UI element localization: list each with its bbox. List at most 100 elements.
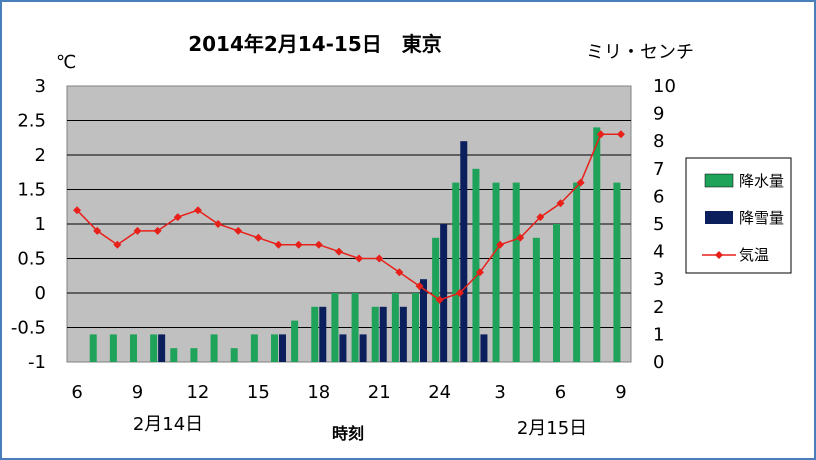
x-tick-label: 21 [368,382,391,403]
y-right-tick-label: 3 [653,269,664,290]
precipitation-bar [512,182,520,362]
y-right-tick-label: 2 [653,297,664,318]
temperature-point [93,226,102,235]
temperature-point [113,240,122,249]
temperature-point [173,213,182,222]
temperature-point [133,226,142,235]
x-tick-label: 6 [555,382,566,403]
precipitation-bar [351,293,359,362]
temperature-point [536,213,545,222]
precipitation-bar [412,293,419,362]
temperature-point [294,240,303,249]
y-left-tick-label: 2 [35,145,46,166]
y-left-unit-label: ℃ [56,52,76,73]
snowfall-bar [480,334,488,362]
y-left-tick-label: 2.5 [17,111,46,132]
legend: 降水量 降雪量 気温 [685,157,792,274]
chart-title: 2014年2月14-15日 東京 [188,32,442,56]
temperature-line [73,130,625,304]
y-left-tick-label: 0 [35,283,46,304]
y-right-ticks: 0 1 2 3 4 5 6 7 8 9 10 [653,76,676,373]
temperature-point [475,268,484,277]
temperature-point [516,233,525,242]
precipitation-bar [532,237,540,362]
snowfall-bar [460,141,468,362]
temperature-point [576,178,585,187]
y-right-tick-label: 8 [653,131,664,152]
y-right-tick-label: 7 [653,159,664,180]
y-right-tick-label: 4 [653,242,664,263]
y-left-tick-label: -1 [28,352,46,373]
temperature-point [73,206,82,215]
temperature-point [596,130,605,139]
temperature-point [415,282,424,291]
precipitation-bar [190,348,198,362]
x-ticks: 6 9 12 15 18 21 24 3 6 9 [71,382,626,403]
legend-box [685,157,792,274]
y-right-unit-label: ミリ・センチ [586,42,694,63]
legend-label-precipitation: 降水量 [739,172,784,190]
legend-label-snowfall: 降雪量 [739,209,784,227]
precipitation-bar [492,182,500,362]
precipitation-bar [593,127,601,363]
y-right-tick-label: 1 [653,324,664,345]
y-left-ticks: -1 -0.5 0 0.5 1 1.5 2 2.5 3 [11,76,46,373]
temperature-point [395,268,404,277]
precipitation-bar [573,182,581,362]
x-tick-label: 9 [615,382,626,403]
snowfall-bar [420,279,427,362]
temperature-point [355,254,364,263]
y-right-tick-label: 0 [653,352,664,373]
temperature-point [153,226,162,235]
bar-marks [89,127,621,363]
precipitation-bar [130,334,137,362]
temperature-point [616,130,625,139]
precipitation-bar [311,306,319,362]
precipitation-bar [210,334,218,362]
y-left-tick-label: 3 [35,76,46,97]
precipitation-bar [291,320,299,362]
date-label-day1: 2月14日 [133,414,203,435]
precipitation-bar [472,168,480,362]
snowfall-bar [279,334,286,362]
x-tick-label: 9 [132,382,143,403]
precipitation-bar [613,182,621,362]
precipitation-bar [391,293,399,362]
x-tick-label: 18 [307,382,330,403]
temperature-point [254,233,263,242]
temperature-point [556,199,565,208]
date-label-day2: 2月15日 [517,418,587,439]
snowfall-bar [359,334,367,362]
snowfall-bar [158,334,166,362]
precipitation-bar [331,293,339,362]
precipitation-bar [89,334,97,362]
precipitation-bar [150,334,158,362]
y-left-tick-label: 1.5 [17,180,46,201]
x-tick-label: 24 [428,382,451,403]
y-left-tick-label: 1 [35,214,46,235]
x-tick-label: 15 [247,382,270,403]
x-tick-label: 3 [494,382,505,403]
precipitation-bar [109,334,117,362]
temperature-series-line [76,133,621,301]
y-right-tick-label: 10 [653,76,676,97]
legend-label-temperature: 気温 [739,246,769,264]
temperature-point [334,247,343,256]
temperature-point [455,289,464,297]
y-right-tick-label: 5 [653,214,664,235]
legend-swatch-snowfall [705,211,733,224]
temperature-point [234,226,243,235]
temperature-point [496,240,505,249]
temperature-point [274,240,283,249]
snowfall-bar [339,334,347,362]
x-axis-title: 時刻 [332,424,364,443]
y-right-tick-label: 6 [653,186,664,207]
snowfall-bar [399,306,407,362]
precipitation-bar [170,348,178,362]
snowfall-bar [379,306,387,362]
y-left-tick-label: -0.5 [11,318,46,339]
x-tick-label: 6 [71,382,82,403]
precipitation-bar [250,334,258,362]
